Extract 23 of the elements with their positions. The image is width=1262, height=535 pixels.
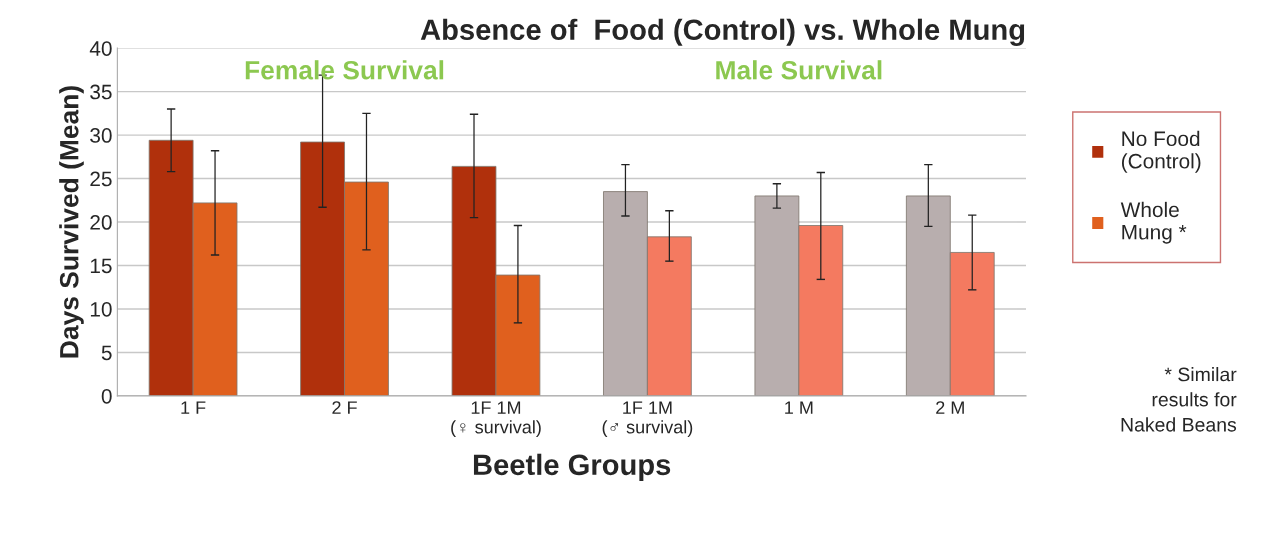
y-axis-title: Days Survived (Mean): [59, 86, 84, 358]
annotation: Female Survival: [245, 60, 444, 80]
y-tick-label: 25: [90, 171, 112, 187]
x-tick-label: 1 F: [181, 401, 206, 414]
x-tick-label: 1F 1M (♀ survival): [451, 401, 541, 438]
x-tick-label: 1 M: [785, 401, 813, 414]
annotation: Male Survival: [716, 60, 882, 80]
x-tick-label: 1F 1M (♂ survival): [602, 401, 693, 438]
y-tick-label: 10: [90, 301, 112, 317]
y-tick-label: 30: [90, 128, 112, 143]
y-tick-label: 20: [90, 215, 112, 230]
y-tick-label: 15: [90, 258, 112, 274]
chart-title: Absence of Food (Control) vs. Whole Mung: [420, 18, 1025, 46]
x-tick-label: 2 M: [936, 401, 964, 414]
legend-label: Whole Mung *: [1120, 201, 1187, 244]
text: * Similar results for Naked Beans: [1121, 367, 1237, 432]
y-tick-label: 5: [101, 345, 112, 361]
x-tick-label: 2 F: [332, 401, 357, 414]
legend-label: No Food (Control): [1121, 130, 1201, 173]
y-tick-label: 35: [90, 84, 112, 100]
y-tick-label: 0: [101, 388, 112, 404]
y-tick-label: 40: [89, 41, 112, 56]
x-axis-title: Beetle Groups: [473, 453, 671, 481]
